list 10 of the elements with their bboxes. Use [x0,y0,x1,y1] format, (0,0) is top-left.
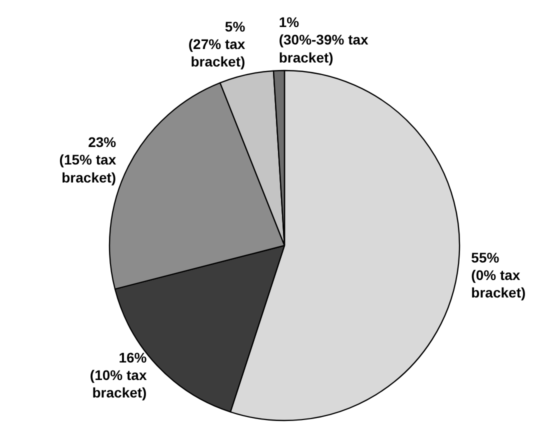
data-label: 1% [278,14,300,30]
slice-label: (27% tax bracket) [188,36,246,70]
data-label: 55% [471,249,500,266]
data-label: 23% [88,134,117,150]
slice-label: (30%-39% tax bracket) [278,32,369,66]
slice-label: (15% tax bracket) [59,152,116,186]
data-label: 5% [224,18,246,34]
slice-label: (0% tax bracket) [471,267,526,301]
data-label: 16% [118,349,148,366]
slice-label: (10% tax bracket) [90,366,147,400]
